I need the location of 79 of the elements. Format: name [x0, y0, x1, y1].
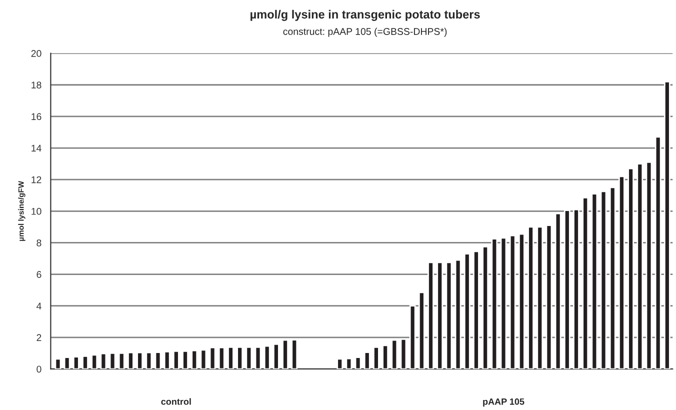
bar — [364, 352, 370, 369]
bar — [573, 208, 580, 369]
bar — [454, 259, 462, 369]
bar — [646, 162, 652, 369]
y-tick-label: 18 — [32, 82, 42, 88]
bar — [200, 349, 207, 369]
bar — [72, 356, 80, 369]
bar — [664, 81, 670, 369]
bar — [82, 356, 88, 369]
bar — [618, 176, 625, 369]
bar — [373, 346, 380, 369]
y-tick-label: 20 — [31, 50, 42, 57]
bar — [536, 226, 544, 369]
bar — [564, 210, 570, 369]
bar — [518, 233, 525, 369]
bar — [446, 262, 452, 369]
bar — [491, 238, 498, 369]
y-tick-label: 2 — [36, 334, 42, 341]
bar — [609, 186, 616, 369]
bar — [154, 352, 162, 369]
bar — [209, 346, 216, 369]
y-tick-label: 12 — [32, 176, 42, 184]
y-tick-label: 16 — [32, 113, 42, 120]
bar — [636, 163, 644, 369]
chart-subtitle: construct: pAAP 105 (=GBSS-DHPS*) — [283, 28, 447, 37]
bar — [128, 352, 134, 369]
bar — [182, 350, 188, 369]
bar — [228, 346, 234, 369]
bar — [500, 237, 507, 369]
bar — [428, 262, 434, 369]
bar — [382, 344, 388, 369]
y-tick-label: 10 — [32, 208, 42, 215]
bar — [600, 190, 607, 369]
bar — [118, 352, 125, 369]
chart-title: µmol/g lysine in transgenic potato tubers — [250, 10, 480, 21]
bar — [509, 234, 516, 369]
bar — [482, 246, 489, 369]
bar — [473, 250, 480, 369]
bar — [146, 352, 152, 369]
y-tick-label: 0 — [36, 366, 42, 373]
y-tick-label: 6 — [36, 271, 42, 278]
bar — [654, 136, 662, 369]
bar — [264, 345, 270, 369]
bar — [191, 350, 198, 369]
bar — [164, 350, 170, 369]
y-tick-label: 8 — [36, 239, 42, 246]
bar — [354, 356, 362, 369]
bar — [218, 346, 225, 369]
bar — [272, 344, 280, 369]
bar — [109, 352, 116, 369]
bar — [91, 354, 98, 369]
text: control — [161, 398, 191, 405]
bar — [54, 358, 62, 369]
bar — [100, 352, 107, 369]
bar — [628, 168, 634, 369]
bar — [246, 346, 252, 369]
bar — [418, 292, 425, 369]
bar — [464, 253, 470, 369]
bar — [64, 356, 70, 369]
bar — [254, 346, 262, 369]
text: pAAP 105 — [483, 398, 524, 407]
bar — [409, 305, 416, 369]
bar — [291, 339, 298, 369]
bar — [582, 197, 589, 369]
bar — [136, 352, 143, 369]
bar — [172, 350, 180, 369]
bar — [282, 339, 288, 369]
bar — [336, 358, 344, 369]
y-tick-label: 4 — [36, 302, 42, 310]
bar — [391, 339, 398, 369]
y-tick-label: 14 — [32, 144, 42, 152]
bar — [346, 358, 352, 369]
bar — [400, 338, 407, 369]
bar — [546, 224, 552, 369]
bar — [528, 226, 534, 369]
bar — [236, 346, 244, 369]
bar — [436, 262, 444, 369]
bar — [554, 212, 562, 369]
bar — [591, 193, 598, 369]
